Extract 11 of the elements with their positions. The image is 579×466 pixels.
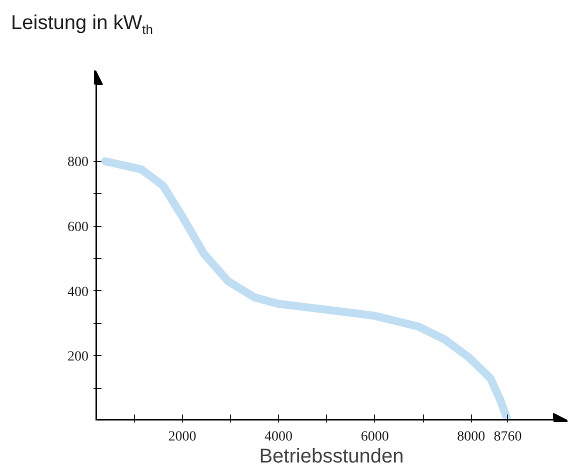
- x-axis-title: Betriebsstunden: [259, 446, 404, 466]
- y-tick-label: 400: [68, 284, 88, 300]
- y-tick-label: 800: [68, 155, 88, 170]
- x-tick-label: 4000: [264, 430, 293, 444]
- x-tick-label: 6000: [360, 430, 389, 444]
- x-tick-label: 2000: [168, 430, 196, 444]
- y-tick-label: 600: [68, 220, 88, 236]
- x-tick-label: 8760: [494, 430, 522, 444]
- y-tick-label: 200: [68, 350, 88, 365]
- x-tick-label: 8000: [457, 430, 486, 444]
- y-axis-title: Leistung in kW$_{th}$: [11, 11, 154, 39]
